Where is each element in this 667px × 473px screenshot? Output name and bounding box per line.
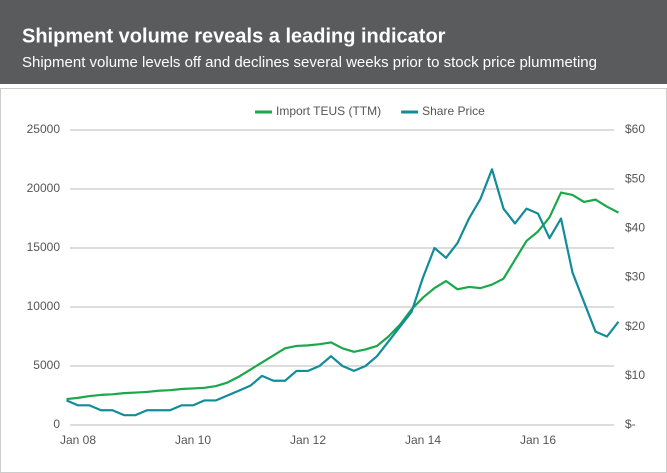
- y-tick-label: 15000: [27, 240, 61, 254]
- legend-label: Import TEUS (TTM): [276, 104, 381, 118]
- x-tick-label: Jan 14: [405, 433, 441, 447]
- y2-tick-label: $10: [625, 368, 645, 382]
- header-band: [0, 0, 667, 84]
- series-line: [66, 168, 620, 417]
- y2-tick-label: $30: [625, 270, 645, 284]
- x-tick-label: Jan 12: [290, 433, 326, 447]
- y2-tick-label: $20: [625, 319, 645, 333]
- y-tick-label: 25000: [27, 122, 61, 136]
- y-tick-label: 20000: [27, 181, 61, 195]
- chart-frame: [0, 88, 667, 473]
- x-tick-label: Jan 08: [60, 433, 96, 447]
- y-tick-label: 10000: [27, 299, 61, 313]
- x-tick-label: Jan 16: [520, 433, 556, 447]
- y2-tick-label: $-: [625, 417, 636, 431]
- title: Shipment volume reveals a leading indica…: [22, 25, 446, 47]
- x-tick-label: Jan 10: [175, 433, 211, 447]
- series-line: [66, 191, 620, 401]
- legend-label: Share Price: [422, 104, 485, 118]
- y2-tick-label: $40: [625, 221, 645, 235]
- subtitle: Shipment volume levels off and declines …: [22, 54, 597, 71]
- y-tick-label: 0: [53, 417, 60, 431]
- y-tick-label: 5000: [33, 358, 60, 372]
- y2-tick-label: $50: [625, 171, 645, 185]
- y2-tick-label: $60: [625, 122, 645, 136]
